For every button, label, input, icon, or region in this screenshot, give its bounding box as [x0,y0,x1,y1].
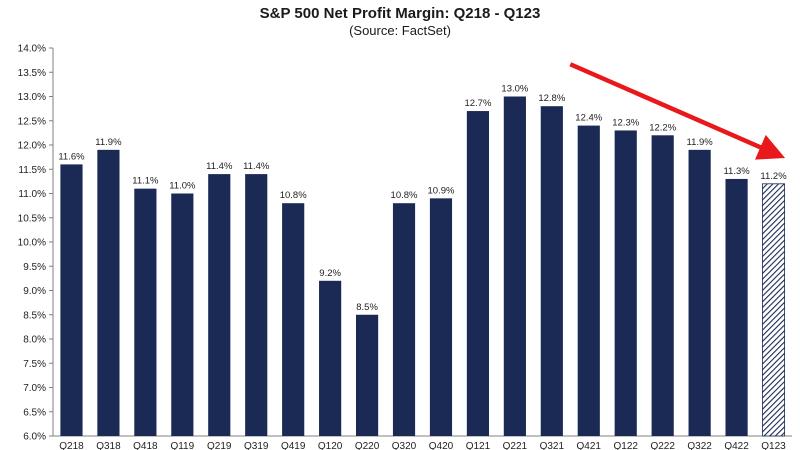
y-tick-label: 12.5% [18,116,46,127]
x-tick-label: Q123 [761,441,786,450]
data-label-q422: 11.3% [723,166,750,177]
x-tick-label: Q319 [244,441,269,450]
bars [60,96,786,437]
y-tick-label: 13.0% [18,92,46,103]
y-tick-label: 9.5% [23,262,46,273]
data-label-q122: 12.3% [612,117,639,128]
y-tick-label: 6.5% [23,407,46,418]
bar-q121 [466,111,490,437]
data-label-q321: 12.8% [538,93,565,104]
bar-q418 [134,188,157,436]
bar-q421 [577,125,600,436]
x-tick-label: Q122 [613,441,638,450]
x-tick-label: Q121 [466,441,491,450]
data-label-q219: 11.4% [206,161,233,172]
bar-q318 [97,149,120,436]
x-tick-label: Q421 [577,441,602,450]
data-label-q120: 9.2% [319,268,341,279]
data-label-q322: 11.9% [687,137,714,148]
x-tick-label: Q218 [59,441,84,450]
x-tick-label: Q219 [207,441,232,450]
y-tick-label: 8.5% [23,310,46,321]
bar-q422 [725,178,748,436]
y-tick-label: 11.0% [18,189,46,200]
data-label-q218: 11.6% [58,151,85,162]
data-label-q123: 11.2% [760,171,787,182]
x-tick-label: Q418 [133,441,158,450]
bar-q218 [60,164,83,436]
x-tick-label: Q119 [170,441,194,450]
x-tick-label: Q419 [281,441,306,450]
bar-q123 [762,183,786,437]
x-axis: Q218 Q318 Q418 Q119 Q219 Q319 Q419 Q120 Q220 Q320… [53,435,792,450]
bar-q220 [355,314,379,436]
data-label-q418: 11.1% [132,176,159,187]
data-label-q119: 11.0% [169,181,196,192]
data-label-q319: 11.4% [243,161,270,172]
x-tick-label: Q422 [724,441,749,450]
y-tick-label: 10.5% [18,213,46,224]
x-tick-label: Q221 [503,441,528,450]
bar-q221 [503,96,526,436]
y-axis: 6.0% 6.5% 7.0% 7.5% 8.0% 8.5% 9.0% 9.5% 10.0% 10.… [18,44,54,443]
y-tick-label: 7.0% [23,383,46,394]
chart-subtitle: (Source: FactSet) [349,23,451,38]
data-label-q320: 10.8% [391,190,418,201]
data-label-q121: 12.7% [464,98,491,109]
y-tick-label: 12.0% [18,141,46,152]
bar-q419 [282,203,305,436]
trend-arrow [569,62,786,160]
x-tick-label: Q318 [96,441,121,450]
x-tick-label: Q322 [687,441,712,450]
bar-q119 [171,193,194,436]
y-tick-label: 7.5% [23,359,46,370]
data-labels: 11.6% 11.9% 11.1% 11.0% 11.4% 11.4% 10.8% 9.2% 8… [58,84,787,313]
x-tick-label: Q320 [392,441,417,450]
annotation [569,62,786,160]
x-tick-label: Q220 [355,441,380,450]
x-tick-label: Q321 [540,441,565,450]
bar-q120 [319,280,342,436]
x-tick-label: Q120 [318,441,343,450]
bar-q420 [429,198,453,436]
bar-q222 [651,135,674,437]
y-tick-label: 8.0% [23,335,46,346]
data-label-q420: 10.9% [428,185,455,196]
bar-q319 [245,174,268,436]
data-label-q421: 12.4% [575,113,602,124]
bar-q320 [392,203,416,436]
x-tick-label: Q420 [429,441,454,450]
x-tick-label: Q222 [650,441,675,450]
data-label-q419: 10.8% [280,190,307,201]
data-label-q222: 12.2% [649,122,676,133]
bar-q321 [540,106,563,436]
y-tick-label: 13.5% [18,68,46,79]
chart-title: S&P 500 Net Profit Margin: Q218 - Q123 [259,5,541,22]
bar-q122 [614,130,637,436]
data-label-q220: 8.5% [356,302,378,313]
bar-q322 [688,149,711,436]
data-label-q221: 13.0% [501,84,528,95]
y-tick-label: 10.0% [18,238,46,249]
y-tick-label: 6.0% [23,432,46,443]
bar-q219 [208,174,231,436]
y-tick-label: 11.5% [18,165,46,176]
y-tick-label: 14.0% [18,44,46,55]
y-tick-label: 9.0% [23,286,46,297]
data-label-q318: 11.9% [95,137,122,148]
